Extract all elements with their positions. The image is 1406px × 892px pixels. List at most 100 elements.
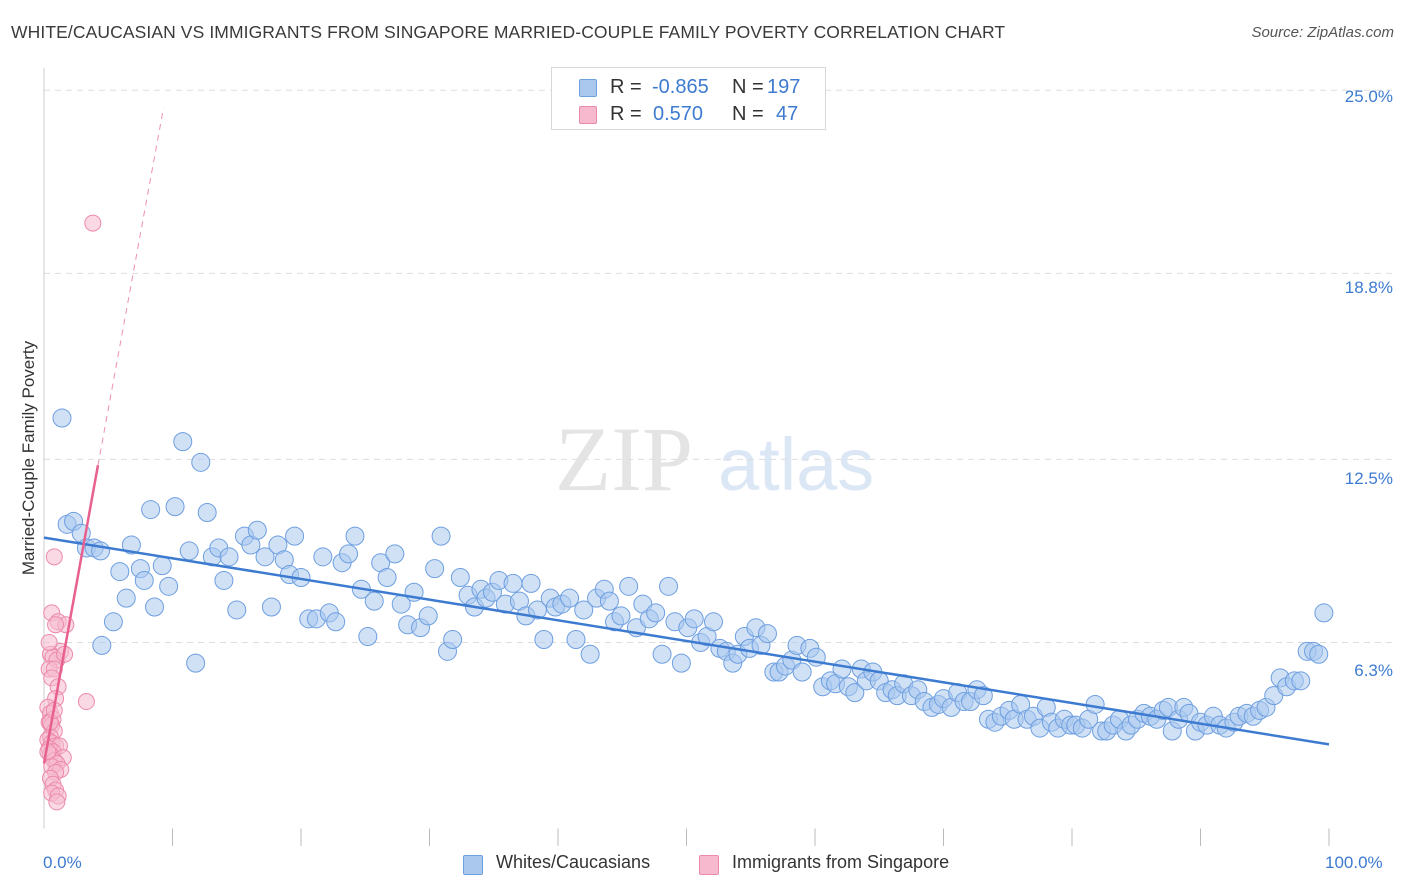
r-value: 0.570 [653, 103, 704, 125]
data-point-whites [255, 547, 275, 567]
y-tick-label: 18.8% [1344, 278, 1393, 297]
n-label: N = [732, 103, 764, 125]
data-point-whites [121, 535, 141, 555]
data-point-whites [219, 547, 239, 567]
correlation-stats-box: R = -0.865 N = 197 R = 0.570 N = 47 [551, 67, 826, 130]
legend-blue-swatch [463, 855, 483, 875]
data-point-whites [186, 653, 206, 673]
data-point-whites [1291, 671, 1311, 691]
data-point-whites [103, 612, 123, 632]
data-point-whites [197, 503, 217, 523]
r-value: -0.865 [652, 76, 709, 98]
y-tick-label: 6.3% [1354, 661, 1393, 680]
data-point-whites [358, 627, 378, 647]
pink-swatch [579, 106, 597, 124]
data-point-whites [619, 576, 639, 596]
data-point-whites [521, 573, 541, 593]
data-point-whites [671, 653, 691, 673]
data-point-singapore [48, 793, 66, 811]
data-point-whites [1314, 603, 1334, 623]
data-point-singapore [40, 633, 58, 651]
r-label: R = [610, 76, 642, 98]
data-point-whites [574, 600, 594, 620]
data-point-whites [566, 630, 586, 649]
data-point-whites [534, 630, 554, 649]
data-point-singapore [84, 214, 102, 232]
data-point-whites [431, 526, 451, 546]
data-point-whites [345, 526, 365, 546]
data-point-whites [377, 567, 397, 587]
data-point-whites [703, 612, 723, 632]
data-point-whites [159, 576, 179, 596]
data-point-whites [418, 606, 438, 626]
source-label: Source: ZipAtlas.com [1251, 24, 1394, 41]
data-point-whites [560, 588, 580, 608]
data-point-whites [973, 686, 993, 706]
y-tick-label: 12.5% [1344, 469, 1393, 488]
trend-lines [42, 107, 1330, 764]
data-point-whites [599, 591, 619, 611]
data-point-whites [845, 683, 865, 703]
data-point-whites [646, 603, 666, 623]
data-point-singapore [77, 693, 95, 711]
data-point-whites [173, 432, 193, 452]
data-point-whites [285, 526, 305, 546]
data-point-whites [261, 597, 281, 617]
data-point-whites [652, 644, 672, 664]
blue-swatch [579, 79, 597, 97]
legend-label: Immigrants from Singapore [732, 852, 950, 872]
series-immigrants-singapore [39, 214, 102, 811]
data-point-whites [145, 597, 165, 617]
data-point-whites [364, 591, 384, 611]
data-point-whites [165, 497, 185, 517]
trend-line-singapore [42, 465, 100, 764]
trend-extension-singapore [97, 107, 164, 466]
legend-pink-swatch [699, 855, 719, 875]
data-point-whites [792, 662, 812, 682]
data-point-whites [116, 588, 136, 608]
chart-title: WHITE/CAUCASIAN VS IMMIGRANTS FROM SINGA… [11, 22, 1006, 42]
data-point-whites [425, 559, 445, 579]
x-tick-label: 100.0% [1325, 853, 1383, 872]
n-value: 197 [767, 76, 801, 98]
data-point-whites [214, 570, 234, 590]
data-point-whites [227, 600, 247, 620]
data-point-whites [134, 570, 154, 590]
data-point-whites [450, 567, 470, 587]
data-point-whites [580, 644, 600, 664]
data-point-whites [110, 562, 130, 582]
data-point-whites [92, 635, 112, 655]
data-point-whites [52, 408, 72, 428]
data-point-whites [1309, 644, 1329, 664]
data-point-whites [141, 500, 161, 520]
data-point-singapore [45, 548, 63, 566]
watermark-atlas: atlas [718, 423, 874, 506]
data-point-singapore [47, 616, 65, 634]
data-point-whites [339, 544, 359, 564]
data-point-whites [179, 541, 199, 561]
data-point-whites [313, 547, 333, 567]
data-point-whites [684, 609, 704, 629]
data-point-whites [385, 544, 405, 564]
r-label: R = [610, 103, 642, 125]
data-point-whites [326, 612, 346, 632]
grid-lines [44, 89, 1394, 643]
data-point-whites [832, 659, 852, 679]
x-tick-label: 0.0% [43, 853, 82, 872]
y-axis-label: Married-Couple Family Poverty [19, 340, 38, 576]
data-point-whites [611, 606, 631, 626]
data-point-whites [659, 576, 679, 596]
trend-line-whites [43, 536, 1330, 746]
stats-row-singapore: R = 0.570 N = 47 [552, 103, 825, 129]
stats-row-whites: R = -0.865 N = 197 [552, 76, 825, 102]
n-label: N = [732, 76, 764, 98]
data-point-whites [503, 573, 523, 593]
data-point-whites [443, 630, 463, 649]
legend-label: Whites/Caucasians [496, 852, 651, 872]
n-value: 47 [776, 103, 799, 125]
data-point-whites [247, 520, 267, 540]
data-point-whites [191, 452, 211, 472]
data-point-whites [152, 556, 172, 576]
data-point-whites [757, 624, 777, 644]
